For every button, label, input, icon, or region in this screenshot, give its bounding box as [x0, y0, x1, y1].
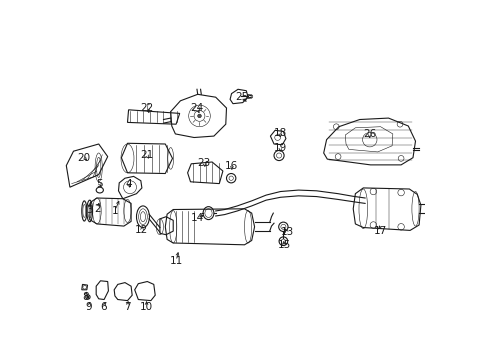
Text: 14: 14 [190, 213, 203, 223]
Text: 11: 11 [169, 256, 183, 266]
Text: 5: 5 [96, 179, 103, 189]
Text: 22: 22 [141, 103, 154, 113]
Text: 15: 15 [277, 240, 290, 250]
Text: 16: 16 [225, 161, 238, 171]
Text: 9: 9 [85, 302, 92, 312]
Text: 7: 7 [124, 302, 131, 312]
Text: 4: 4 [125, 179, 132, 189]
Text: 2: 2 [94, 204, 101, 214]
Text: 26: 26 [363, 129, 376, 139]
Text: 25: 25 [235, 92, 248, 102]
Circle shape [197, 114, 201, 118]
Text: 17: 17 [373, 226, 386, 236]
Text: 12: 12 [135, 225, 148, 235]
Text: 8: 8 [82, 292, 88, 302]
Text: 10: 10 [140, 302, 153, 312]
Text: 23: 23 [197, 158, 210, 168]
Text: 19: 19 [273, 143, 286, 153]
Text: 6: 6 [100, 302, 106, 312]
Text: 24: 24 [190, 103, 203, 113]
Text: 13: 13 [280, 227, 293, 237]
Text: 18: 18 [273, 128, 286, 138]
Text: 20: 20 [78, 153, 91, 163]
Text: 21: 21 [140, 150, 153, 160]
Text: 3: 3 [85, 204, 92, 215]
Circle shape [87, 296, 89, 298]
Text: 1: 1 [111, 206, 118, 216]
